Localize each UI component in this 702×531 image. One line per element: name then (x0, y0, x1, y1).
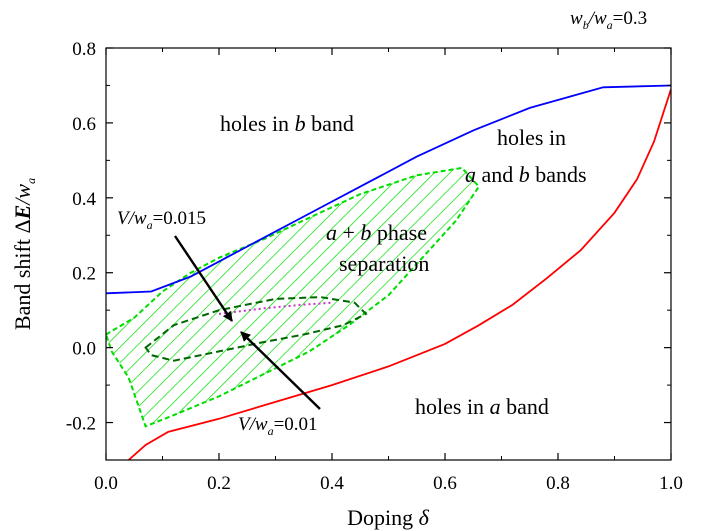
label-holes-ab-line1: holes in (497, 125, 566, 150)
corner-label: wb/wa=0.3 (570, 8, 647, 32)
x-tick-label: 0.0 (94, 473, 118, 494)
y-tick-label: 0.4 (72, 189, 96, 210)
label-holes-ab-line2: a and b bands (465, 162, 587, 187)
label-holes-b: holes in b band (220, 111, 354, 136)
x-tick-label: 0.8 (546, 473, 570, 494)
upper-boundary-line (106, 84, 671, 295)
x-tick-label: 0.2 (207, 473, 231, 494)
y-tick-label: 0.8 (72, 39, 96, 60)
label-phase-sep-line2: separation (339, 251, 429, 276)
x-tick-label: 0.6 (433, 473, 457, 494)
dotted-line (218, 301, 333, 315)
inner-phase-separation-outline (144, 296, 368, 362)
y-tick-label: 0.2 (72, 264, 96, 285)
annotation-v01: V/wa=0.01 (238, 414, 318, 438)
arrow-v015 (174, 235, 233, 322)
y-axis-title: Band shift ΔE/wa (10, 178, 38, 330)
annotation-v015: V/wa=0.015 (117, 208, 206, 232)
x-axis-title: Doping δ (347, 505, 430, 530)
label-holes-a: holes in a band (415, 394, 549, 419)
x-tick-label: 0.4 (320, 473, 344, 494)
phase-separation-region-hatch (106, 167, 479, 427)
arrow-v01 (240, 331, 321, 410)
lower-boundary-line (128, 88, 671, 460)
y-tick-label: 0.0 (72, 339, 96, 360)
y-tick-label: -0.2 (66, 414, 96, 435)
x-tick-label: 1.0 (659, 473, 683, 494)
y-tick-label: 0.6 (72, 114, 96, 135)
label-phase-sep-line1: a + b phase (326, 220, 427, 245)
